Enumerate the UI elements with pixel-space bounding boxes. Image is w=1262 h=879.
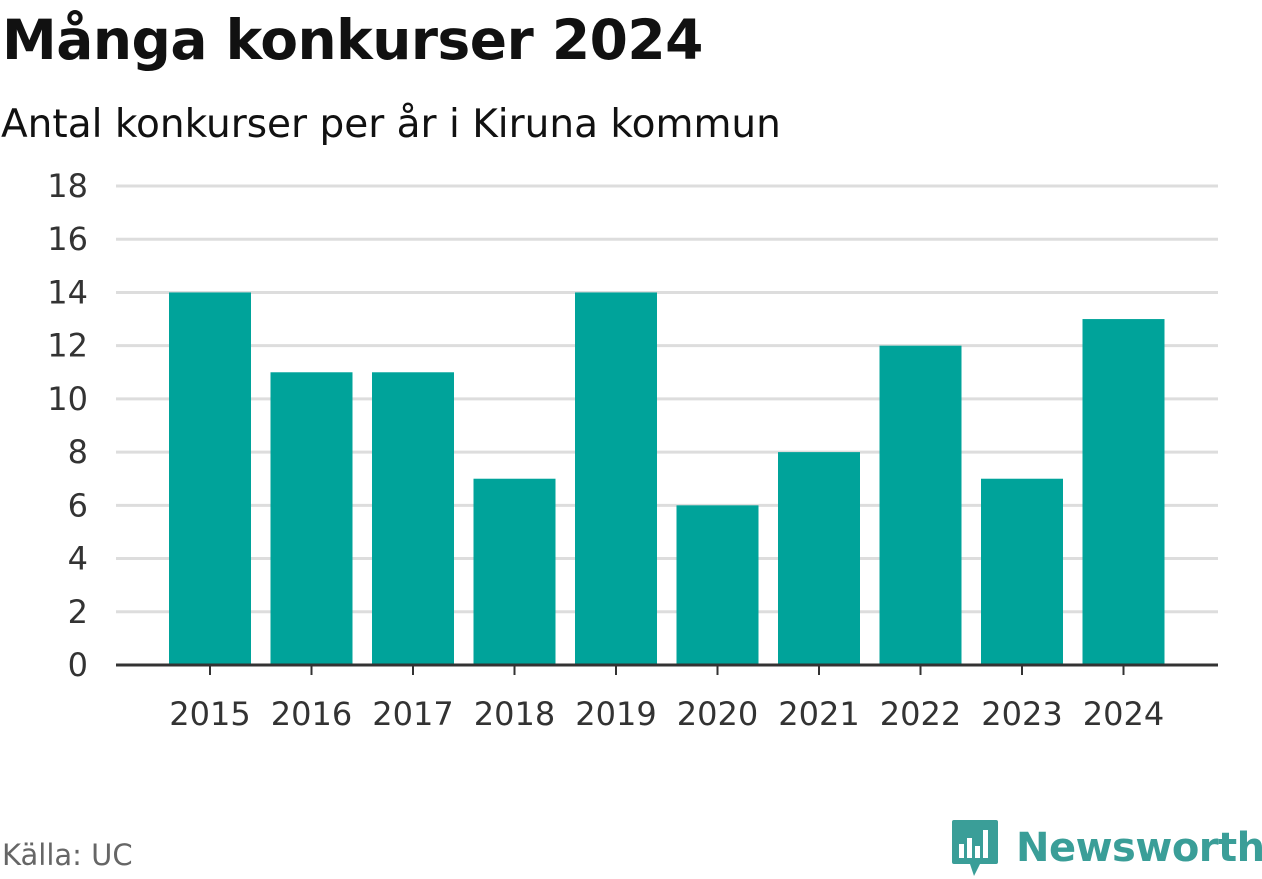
bar-chart: 0 2 4 6 8 10 12 14 16 18 2015 2016 2017 2018 2019 2020… — [47, 167, 1218, 733]
brand-logo[interactable]: Newsworthy — [950, 818, 1262, 878]
y-tick-label: 6 — [68, 486, 88, 524]
y-tick-label: 0 — [68, 646, 88, 684]
bars — [169, 292, 1165, 665]
bar-2018 — [473, 478, 556, 665]
x-tick-label: 2016 — [271, 695, 352, 733]
bar-2017 — [372, 372, 454, 665]
y-tick-label: 2 — [68, 593, 88, 631]
bar-2022 — [879, 345, 962, 665]
source-note: Källa: UC — [2, 838, 133, 872]
x-tick-label: 2020 — [677, 695, 758, 733]
x-tick-label: 2022 — [880, 695, 961, 733]
x-tick-label: 2018 — [474, 695, 555, 733]
x-tick-label: 2017 — [372, 695, 453, 733]
y-tick-label: 8 — [68, 433, 88, 471]
bar-2016 — [270, 372, 353, 665]
y-tick-label: 10 — [47, 380, 88, 418]
y-tick-label: 14 — [47, 273, 88, 311]
bar-2024 — [1082, 319, 1165, 665]
bar-2023 — [981, 478, 1063, 665]
x-tick-label: 2023 — [981, 695, 1062, 733]
bar-2015 — [169, 292, 251, 665]
y-tick-label: 16 — [47, 220, 88, 258]
y-tick-label: 4 — [68, 540, 88, 578]
x-tick-label: 2024 — [1083, 695, 1164, 733]
bar-2019 — [575, 292, 657, 665]
x-tick-label: 2019 — [575, 695, 656, 733]
chart-subtitle: Antal konkurser per år i Kiruna kommun — [1, 102, 781, 147]
y-axis-ticks: 0 2 4 6 8 10 12 14 16 18 — [47, 167, 88, 684]
newsworthy-logo-icon — [952, 820, 998, 876]
chart-title: Många konkurser 2024 — [2, 8, 703, 72]
x-tick-label: 2021 — [778, 695, 859, 733]
y-tick-label: 12 — [47, 327, 88, 365]
x-axis-ticks: 2015 2016 2017 2018 2019 2020 2021 2022 2023 2024 — [169, 665, 1164, 733]
x-tick-label: 2015 — [169, 695, 250, 733]
bar-2020 — [676, 505, 759, 665]
brand-name: Newsworthy — [1016, 825, 1262, 871]
y-tick-label: 18 — [47, 167, 88, 205]
bar-2021 — [778, 452, 860, 665]
